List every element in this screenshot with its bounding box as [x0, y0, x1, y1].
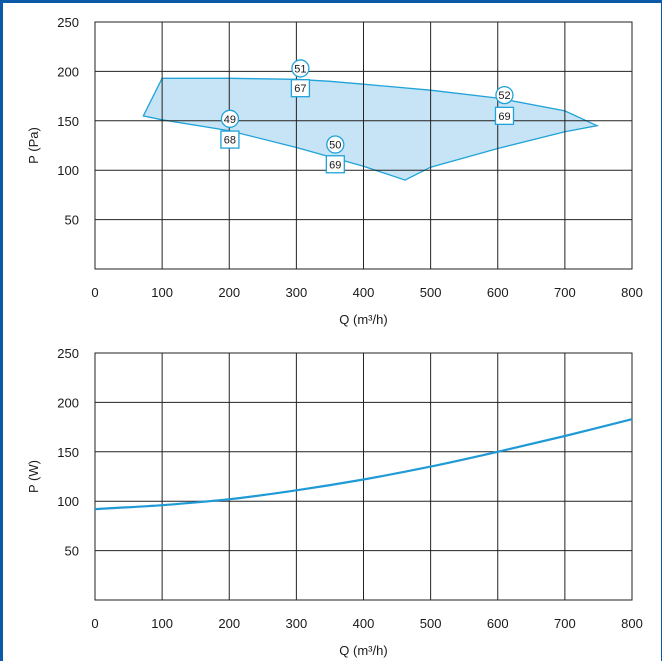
- x-tick-label: 400: [353, 285, 375, 300]
- power-data-point: [94, 508, 96, 510]
- x-tick-label: 700: [554, 616, 576, 631]
- y-tick-label: 250: [57, 15, 79, 30]
- chart-2: 0 100 200 300 400 500 600 700 800 50 100 150 200 250 Q…: [26, 346, 643, 658]
- x-tick-label: 700: [554, 285, 576, 300]
- y-axis-label: P (W): [26, 460, 41, 493]
- y-tick-label: 50: [65, 213, 79, 228]
- circled-value-marker: [291, 59, 310, 78]
- y-axis-label: P (Pa): [26, 127, 41, 164]
- boxed-value-label: 68: [224, 135, 236, 147]
- y-tick-label: 250: [57, 346, 79, 361]
- x-tick-label: 800: [621, 616, 643, 631]
- x-tick-label: 100: [151, 285, 173, 300]
- chart-1: 0 100 200 300 400 500 600 700 800 50 100 150 200 250 Q…: [26, 15, 643, 327]
- x-tick-label: 200: [218, 616, 240, 631]
- x-tick-label: 400: [353, 616, 375, 631]
- boxed-value-marker: [494, 106, 515, 126]
- power-data-point: [564, 435, 566, 437]
- y-tick-label: 100: [57, 494, 79, 509]
- power-data-point: [296, 490, 298, 492]
- boxed-value-marker: [325, 155, 345, 174]
- boxed-value-label: 69: [498, 111, 510, 123]
- plot-frame: [94, 352, 633, 601]
- y-tick-label: 150: [57, 445, 79, 460]
- y-tick-label: 200: [57, 64, 79, 79]
- y-tick-label: 200: [57, 395, 79, 410]
- circled-value-marker: [220, 109, 240, 128]
- power-data-point: [497, 451, 499, 453]
- circled-value-label: 49: [224, 114, 236, 126]
- x-tick-label: 500: [420, 285, 442, 300]
- plot-frame: [94, 21, 633, 270]
- boxed-value-label: 69: [329, 159, 341, 171]
- y-tick-label: 50: [65, 544, 79, 559]
- x-tick-label: 100: [151, 616, 173, 631]
- x-tick-label: 0: [91, 616, 98, 631]
- x-tick-label: 800: [621, 285, 643, 300]
- x-tick-label: 600: [487, 285, 509, 300]
- x-axis-label: Q (m³/h): [339, 312, 387, 327]
- x-tick-label: 600: [487, 616, 509, 631]
- boxed-value-label: 67: [294, 83, 306, 95]
- power-data-point: [161, 504, 163, 506]
- power-data-point: [363, 479, 365, 481]
- x-tick-label: 300: [286, 285, 308, 300]
- x-tick-label: 300: [286, 616, 308, 631]
- circled-value-marker: [326, 135, 345, 154]
- power-data-point: [430, 466, 432, 468]
- power-data-point: [631, 418, 633, 420]
- boxed-value-marker: [220, 130, 240, 149]
- circled-value-label: 51: [294, 63, 306, 75]
- y-tick-label: 100: [57, 163, 79, 178]
- circled-value-label: 50: [329, 140, 341, 152]
- x-tick-label: 500: [420, 616, 442, 631]
- circled-value-label: 52: [498, 90, 510, 102]
- x-tick-label: 0: [91, 285, 98, 300]
- y-tick-label: 150: [57, 114, 79, 129]
- circled-value-marker: [495, 85, 514, 105]
- x-tick-label: 200: [218, 285, 240, 300]
- x-axis-label: Q (m³/h): [339, 643, 387, 658]
- power-curve: [94, 418, 633, 511]
- operating-range-area: [142, 77, 600, 181]
- power-data-point: [228, 498, 230, 500]
- boxed-value-marker: [290, 79, 311, 98]
